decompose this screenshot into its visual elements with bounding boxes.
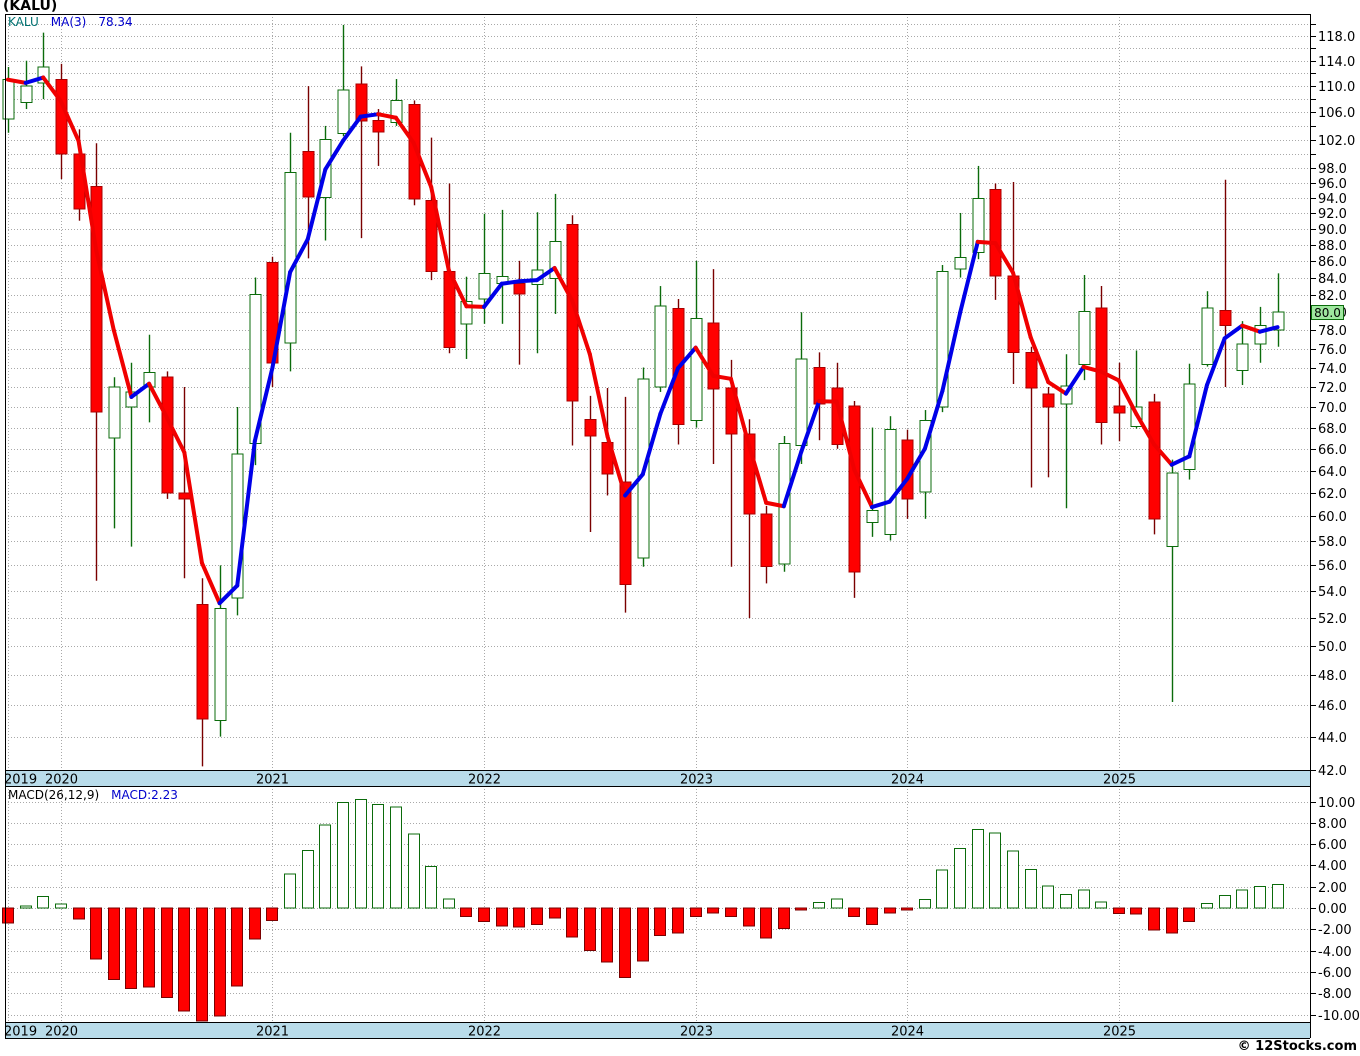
macd-axis-label: 4.00	[1318, 859, 1347, 874]
macd-value-label: MACD:2.23	[111, 788, 178, 802]
price-axis-label: 68.0	[1318, 422, 1347, 437]
price-axis-label: 76.0	[1318, 343, 1347, 358]
year-axis-label: 2024	[891, 1025, 924, 1040]
price-axis-label: 90.0	[1318, 223, 1347, 238]
year-axis-label: 2019	[4, 1025, 37, 1040]
price-axis-label: 54.0	[1318, 585, 1347, 600]
price-axis-label: 102.0	[1318, 134, 1355, 149]
year-axis-label: 2022	[468, 773, 501, 788]
macd-axis-label: 0.00	[1318, 902, 1347, 917]
price-axis-label: 84.0	[1318, 272, 1347, 287]
year-axis-label: 2021	[256, 773, 289, 788]
price-axis-label: 52.0	[1318, 612, 1347, 627]
price-axis-label: 98.0	[1318, 162, 1347, 177]
ma-label: MA(3)	[50, 15, 87, 29]
price-axis-label: 110.0	[1318, 80, 1355, 95]
symbol-label: KALU	[8, 15, 39, 29]
candlestick-series	[2, 24, 1285, 767]
price-axis-label: 72.0	[1318, 381, 1347, 396]
year-axis-label: 2025	[1103, 773, 1136, 788]
price-axis-label: 42.0	[1318, 764, 1347, 779]
macd-histogram	[2, 798, 1284, 1022]
price-axis-label: 58.0	[1318, 535, 1347, 550]
macd-axis-label: 10.00	[1318, 796, 1355, 811]
price-axis-label: 74.0	[1318, 362, 1347, 377]
macd-axis-label: -6.00	[1318, 966, 1352, 981]
price-axis-label: 66.0	[1318, 443, 1347, 458]
price-axis-label: 86.0	[1318, 255, 1347, 270]
year-axis-label: 2019	[4, 773, 37, 788]
price-axis-label: 96.0	[1318, 177, 1347, 192]
price-panel-legend: KALU MA(3) 78.34	[8, 15, 133, 29]
price-axis-label: 64.0	[1318, 465, 1347, 480]
year-axis-label: 2022	[468, 1025, 501, 1040]
year-axis-label: 2021	[256, 1025, 289, 1040]
year-axis-label: 2020	[45, 773, 78, 788]
macd-axis-label: -8.00	[1318, 987, 1352, 1002]
last-price-tag: 80.0	[1311, 305, 1344, 320]
year-axis-label: 2025	[1103, 1025, 1136, 1040]
ma-value: 78.34	[98, 15, 133, 29]
macd-axis-label: -4.00	[1318, 945, 1352, 960]
price-axis-label: 94.0	[1318, 192, 1347, 207]
page-title: (KALU)	[3, 0, 58, 14]
macd-label: MACD(26,12,9)	[8, 788, 100, 802]
price-axis-label: 62.0	[1318, 487, 1347, 502]
price-axis-label: 114.0	[1318, 55, 1355, 70]
price-axis-label: 44.0	[1318, 731, 1347, 746]
year-axis-label: 2024	[891, 773, 924, 788]
macd-axis-label: 6.00	[1318, 838, 1347, 853]
macd-panel-legend: MACD(26,12,9) MACD:2.23	[8, 788, 178, 802]
macd-axis-label: 8.00	[1318, 817, 1347, 832]
macd-axis-label: -2.00	[1318, 923, 1352, 938]
ma3-line	[6, 75, 1280, 606]
year-axis-label: 2023	[680, 1025, 713, 1040]
price-axis-label: 56.0	[1318, 559, 1347, 574]
price-axis-label: 88.0	[1318, 239, 1347, 254]
copyright-link[interactable]: © 12Stocks.com	[1237, 1039, 1357, 1054]
macd-axis-label: 2.00	[1318, 881, 1347, 896]
price-axis-label: 46.0	[1318, 699, 1347, 714]
year-axis-label: 2020	[45, 1025, 78, 1040]
year-axis-label: 2023	[680, 773, 713, 788]
price-axis-label: 60.0	[1318, 510, 1347, 525]
price-axis-label: 78.0	[1318, 324, 1347, 339]
price-axis-label: 50.0	[1318, 640, 1347, 655]
macd-axis-label: -10.00	[1318, 1009, 1360, 1024]
price-axis-label: 82.0	[1318, 289, 1347, 304]
price-axis-label: 48.0	[1318, 669, 1347, 684]
price-axis-label: 92.0	[1318, 207, 1347, 222]
price-axis-label: 70.0	[1318, 401, 1347, 416]
price-axis-label: 118.0	[1318, 30, 1355, 45]
price-axis-label: 106.0	[1318, 106, 1355, 121]
